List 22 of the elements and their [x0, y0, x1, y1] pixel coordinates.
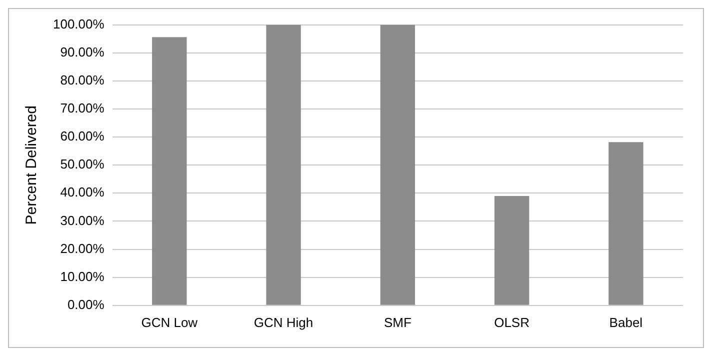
bar: [494, 196, 530, 305]
x-tick-label: GCN High: [254, 314, 314, 330]
y-tick-label: 90.00%: [60, 44, 105, 60]
x-tick-label: Babel: [609, 314, 643, 330]
y-tick-label: 60.00%: [60, 128, 105, 144]
y-axis-title: Percent Delivered: [23, 105, 40, 225]
x-tick-label: OLSR: [494, 314, 530, 330]
x-tick-label: SMF: [384, 314, 412, 330]
y-tick-label: 100.00%: [52, 16, 105, 32]
y-tick-label: 0.00%: [67, 296, 105, 312]
y-tick-label: 30.00%: [60, 212, 105, 228]
y-tick-label: 20.00%: [60, 240, 105, 256]
bar: [266, 24, 301, 305]
y-tick-label: 50.00%: [60, 156, 105, 172]
y-tick-label: 80.00%: [60, 72, 105, 88]
y-tick-label: 40.00%: [60, 184, 105, 200]
x-tick-label: GCN Low: [141, 314, 198, 330]
bar: [608, 142, 644, 305]
bar: [380, 24, 416, 305]
y-tick-label: 10.00%: [60, 268, 105, 284]
bar: [152, 37, 187, 305]
y-tick-label: 70.00%: [60, 100, 105, 116]
